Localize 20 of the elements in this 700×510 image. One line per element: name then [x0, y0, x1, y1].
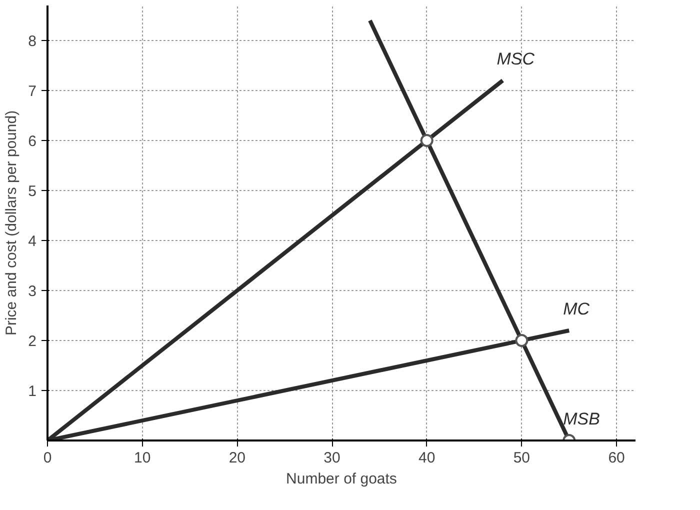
y-tick-label: 2 — [28, 333, 36, 350]
x-tick-label: 40 — [418, 450, 436, 466]
x-tick-label: 50 — [513, 450, 530, 466]
y-tick-label: 5 — [28, 183, 36, 200]
x-tick-label: 30 — [324, 450, 340, 466]
x-tick-label: 20 — [228, 450, 246, 466]
y-tick-label: 8 — [28, 33, 36, 50]
series-label: MSB — [563, 410, 600, 428]
y-axis-title: Price and cost (dollars per pound) — [3, 110, 20, 336]
x-tick-label: 0 — [43, 450, 52, 466]
series-label: MC — [563, 300, 590, 318]
y-tick-label: 4 — [28, 233, 36, 250]
y-tick-label: 1 — [28, 383, 36, 400]
y-tick-label: 7 — [28, 83, 36, 100]
x-tick-label: 60 — [608, 450, 625, 466]
x-axis-title: Number of goats — [286, 470, 397, 488]
series-label: MSC — [496, 50, 536, 68]
y-tick-label: 6 — [28, 133, 36, 150]
y-tick-label: 3 — [28, 283, 36, 300]
x-tick-label: 10 — [134, 450, 151, 466]
